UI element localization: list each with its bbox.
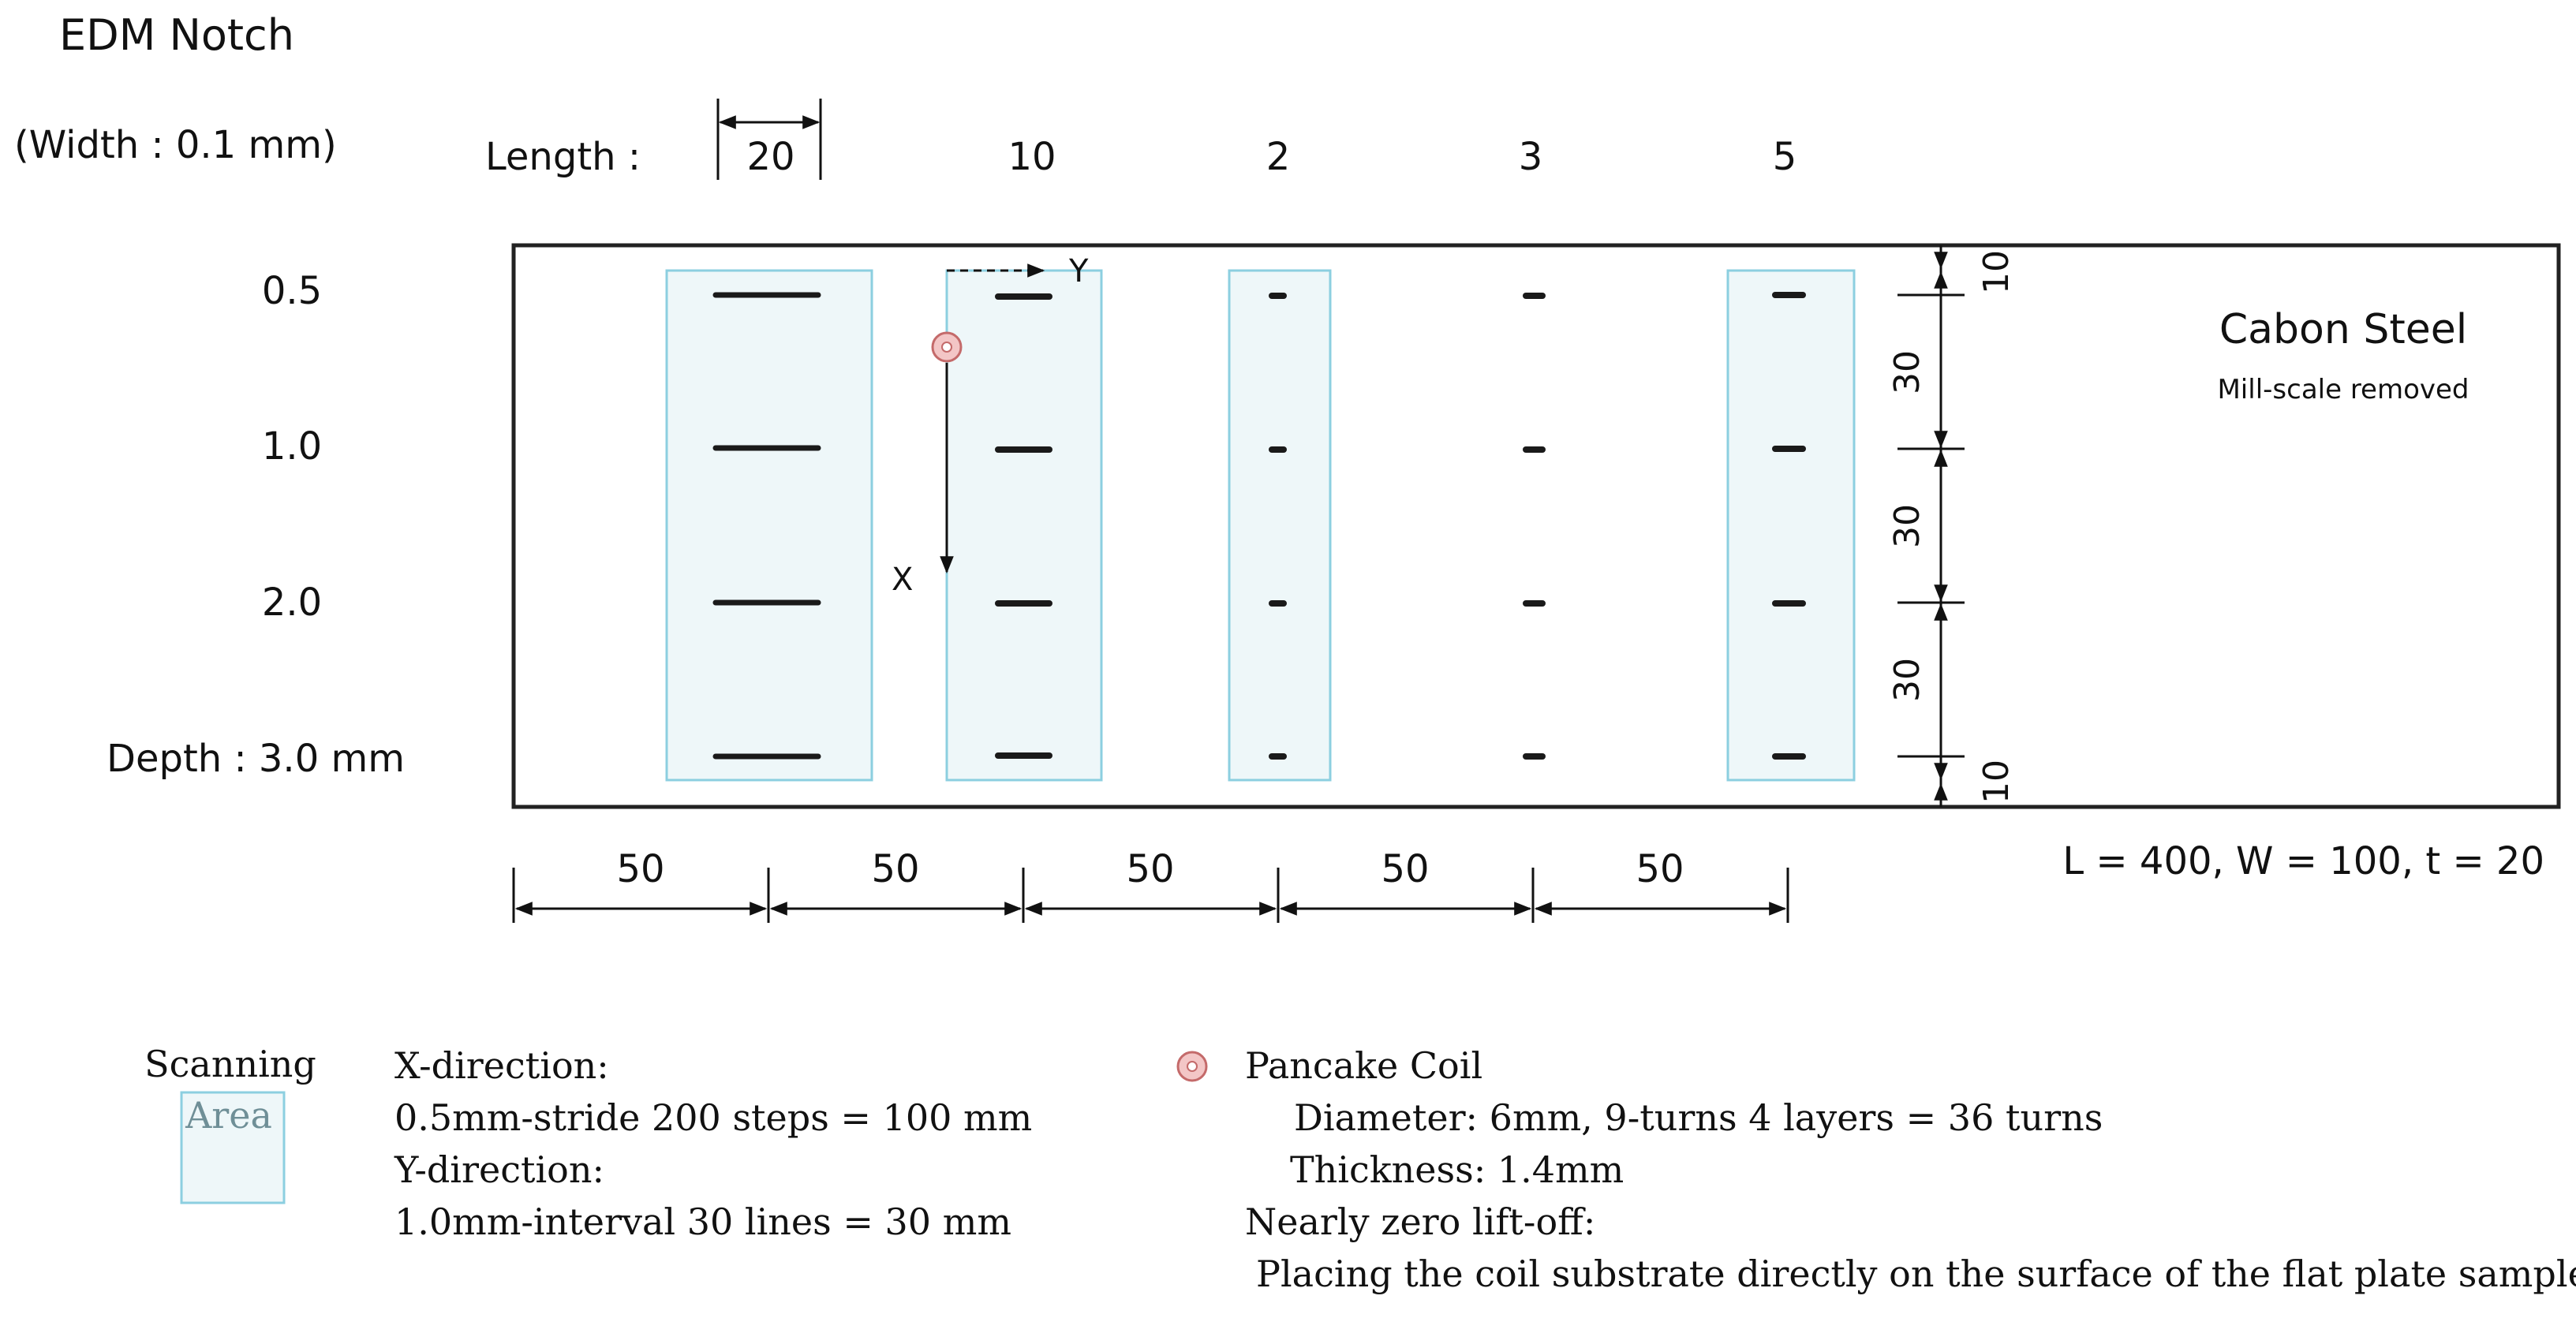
y-axis-label: Y [1068,253,1089,289]
length-label: Length : [485,135,641,179]
legend-coil-thickness: Thickness: 1.4mm [1290,1148,1624,1191]
legend-x-detail: 0.5mm-stride 200 steps = 100 mm [394,1096,1032,1139]
depth-label-3-0: Depth : 3.0 mm [107,737,405,781]
horizontal-dimension-line [512,868,1789,923]
scan-area-20 [665,269,873,782]
scan-area-10 [945,269,1103,782]
hdim-label-1: 50 [616,847,664,891]
legend-x-direction: X-direction: [394,1044,609,1087]
hdim-label-2: 50 [871,847,919,891]
legend-scanning-label: Scanning [144,1043,316,1085]
legend-y-detail: 1.0mm-interval 30 lines = 30 mm [394,1200,1011,1243]
legend-coil-icon [1176,1051,1208,1082]
length-label-3: 3 [1519,135,1543,179]
notches [712,292,1806,760]
length-label-5: 5 [1773,135,1797,179]
length-label-2: 2 [1266,135,1291,179]
length-label-20: 20 [746,135,794,179]
x-axis-label: X [892,562,913,598]
scan-area-2 [1228,269,1332,782]
legend-liftoff-detail: Placing the coil substrate directly on t… [1256,1253,2576,1295]
depth-label-2-0: 2.0 [262,581,322,625]
legend-scan-area-swatch [180,1091,286,1204]
hdim-label-5: 50 [1636,847,1684,891]
legend-coil-diameter: Diameter: 6mm, 9-turns 4 layers = 36 tur… [1294,1096,2103,1139]
length-label-10: 10 [1008,135,1056,179]
hdim-label-4: 50 [1381,847,1429,891]
vdim-label-top-10: 10 [1976,250,2017,294]
legend-y-direction: Y-direction: [394,1148,604,1191]
vdim-label-30-b: 30 [1887,504,1927,548]
material-note: Mill-scale removed [2217,374,2469,405]
hdim-label-3: 50 [1126,847,1174,891]
legend-liftoff: Nearly zero lift-off: [1245,1200,1595,1243]
legend-area-label: Area [185,1094,272,1137]
depth-label-1-0: 1.0 [262,424,322,469]
depth-label-0-5: 0.5 [262,269,322,313]
diagram-title: EDM Notch [59,10,294,60]
pancake-coil-icon [931,331,963,363]
material-name: Cabon Steel [2219,306,2467,353]
vdim-label-30-a: 30 [1887,350,1927,394]
scanning-areas [665,269,1856,782]
length-dimension-marker [716,99,822,180]
vdim-label-bottom-10: 10 [1976,760,2017,804]
vdim-label-30-c: 30 [1887,658,1927,702]
legend-coil-title: Pancake Coil [1245,1044,1482,1087]
scan-area-5 [1726,269,1856,782]
vertical-dimension-line [1897,245,1965,807]
plate-size: L = 400, W = 100, t = 20 [2062,839,2544,883]
width-note: (Width : 0.1 mm) [14,123,337,167]
